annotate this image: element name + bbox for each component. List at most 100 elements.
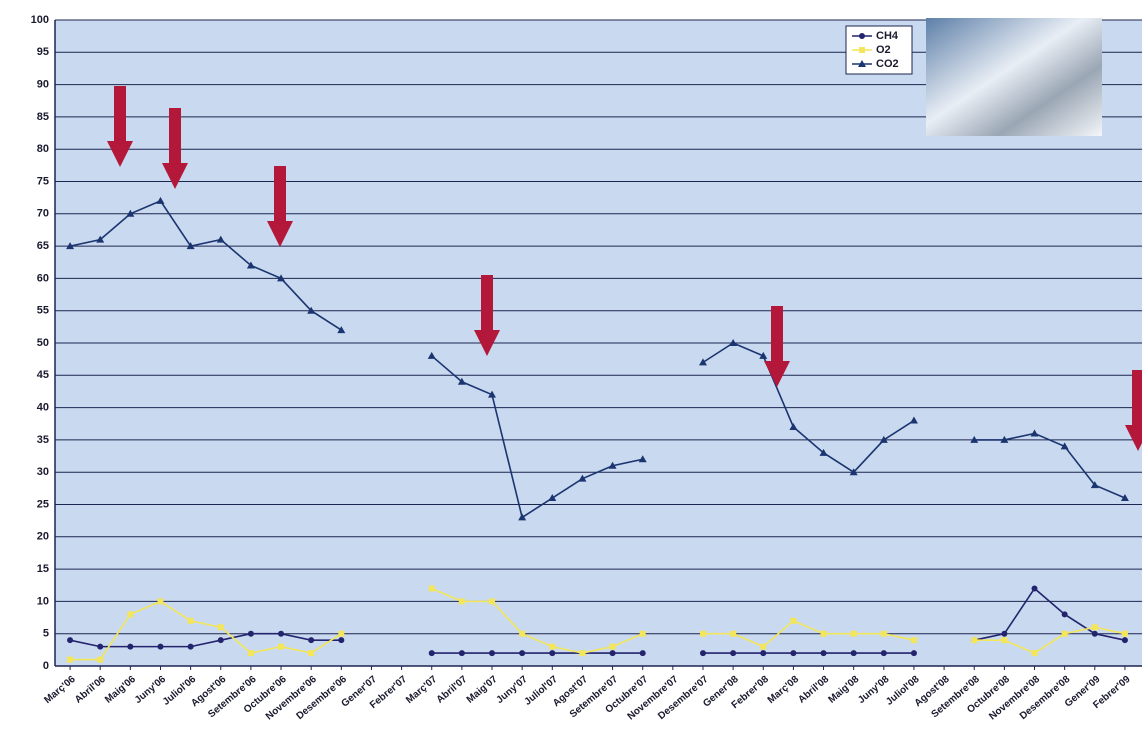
legend-marker <box>858 60 866 67</box>
data-point <box>698 358 707 366</box>
y-tick-label: 70 <box>37 208 49 220</box>
data-point <box>217 637 224 644</box>
data-point <box>126 209 135 217</box>
data-point <box>1060 442 1069 450</box>
y-tick-label: 40 <box>37 402 49 414</box>
data-point <box>278 643 285 650</box>
data-point <box>549 650 556 657</box>
data-point <box>127 611 134 618</box>
x-tick-label: Maig'07 <box>465 674 500 706</box>
y-tick-label: 30 <box>37 466 49 478</box>
data-point <box>790 617 797 624</box>
x-tick-label: Març'07 <box>404 674 440 706</box>
data-point <box>760 643 767 650</box>
data-point <box>488 390 497 398</box>
data-point <box>639 630 646 637</box>
y-tick-label: 50 <box>37 337 49 349</box>
arrow <box>162 108 188 189</box>
data-point <box>609 643 616 650</box>
data-point <box>879 435 888 443</box>
data-point <box>729 339 738 346</box>
y-tick-label: 15 <box>37 563 49 575</box>
legend-marker <box>859 33 865 39</box>
legend-label: O2 <box>876 44 891 56</box>
data-point <box>910 637 917 644</box>
data-point <box>730 630 737 637</box>
data-point <box>97 656 104 663</box>
arrows <box>107 86 1142 451</box>
data-point <box>1091 624 1098 631</box>
data-point <box>66 242 75 250</box>
data-point <box>156 196 165 204</box>
data-point <box>458 650 465 657</box>
y-tick-label: 90 <box>37 79 49 91</box>
series-line <box>69 587 1126 654</box>
data-point <box>699 650 706 657</box>
data-point <box>489 598 496 605</box>
legend-marker <box>859 47 865 53</box>
data-point <box>187 617 194 624</box>
x-tick-label: Maig'06 <box>103 674 138 706</box>
data-point <box>216 235 225 243</box>
data-point <box>428 585 435 592</box>
data-point <box>427 351 436 359</box>
y-tick-label: 65 <box>37 240 49 252</box>
y-tick-label: 85 <box>37 111 49 123</box>
data-point <box>247 650 254 657</box>
data-point <box>308 637 315 644</box>
data-point <box>880 650 887 657</box>
data-point <box>1001 637 1008 644</box>
data-point <box>519 650 526 657</box>
data-point <box>608 461 617 469</box>
x-tick-label: Març'08 <box>766 674 802 706</box>
data-point <box>338 637 345 644</box>
data-point <box>278 630 285 637</box>
data-point <box>246 261 255 269</box>
data-point <box>97 643 104 650</box>
x-tick-label: Maig'08 <box>826 674 861 706</box>
data-point <box>880 630 887 637</box>
data-point <box>579 650 586 657</box>
series-line <box>69 199 1126 519</box>
data-point <box>307 306 316 314</box>
data-point <box>217 624 224 631</box>
data-point <box>1030 429 1039 437</box>
data-point <box>186 242 195 250</box>
legend-label: CH4 <box>876 30 899 42</box>
data-point <box>850 630 857 637</box>
y-tick-label: 55 <box>37 305 49 317</box>
data-point <box>1000 435 1009 443</box>
data-point <box>759 351 768 359</box>
data-point <box>1061 630 1068 637</box>
data-point <box>549 643 556 650</box>
data-point <box>578 474 587 482</box>
legend-label: CO2 <box>876 58 899 70</box>
data-point <box>909 416 918 424</box>
photo <box>926 18 1102 136</box>
arrow <box>107 86 133 167</box>
data-point <box>157 598 164 605</box>
arrow <box>764 306 790 387</box>
data-point <box>819 448 828 456</box>
data-point <box>1031 585 1038 592</box>
y-tick-label: 75 <box>37 175 49 187</box>
y-tick-label: 25 <box>37 498 49 510</box>
y-tick-label: 80 <box>37 143 49 155</box>
data-point <box>609 650 616 657</box>
data-point <box>247 630 254 637</box>
data-point <box>67 656 74 663</box>
data-point <box>458 598 465 605</box>
data-point <box>1031 650 1038 657</box>
arrow <box>1125 370 1142 451</box>
data-point <box>638 455 647 463</box>
x-tick-label: Abril'06 <box>73 674 108 706</box>
data-point <box>428 650 435 657</box>
data-point <box>1120 494 1129 502</box>
data-point <box>1121 637 1128 644</box>
legend: CH4 O2 CO2 <box>845 25 913 75</box>
y-tick-label: 45 <box>37 369 49 381</box>
data-point <box>519 630 526 637</box>
y-tick-label: 20 <box>37 531 49 543</box>
data-point <box>639 650 646 657</box>
data-point <box>157 643 164 650</box>
